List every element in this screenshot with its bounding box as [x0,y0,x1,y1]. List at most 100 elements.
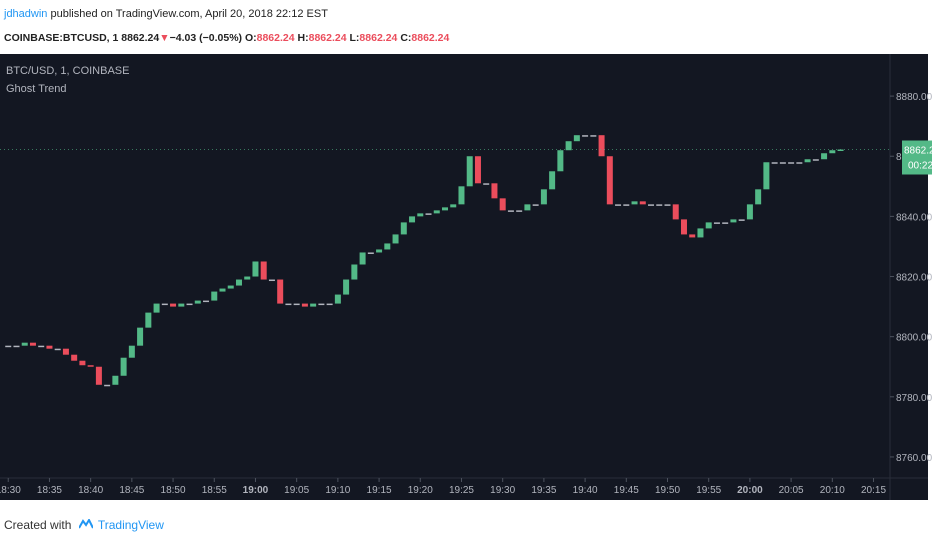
candle-body [829,150,836,154]
x-tick-label: 19:20 [408,485,433,496]
candle-body [400,222,407,235]
author[interactable]: jdhadwin [4,8,48,20]
candle-body [334,294,341,304]
candle-body [384,243,391,250]
candle-body [573,135,580,142]
x-tick-label: 20:10 [820,485,845,496]
candle-body [648,204,655,206]
x-tick-label: 20:05 [779,485,804,496]
candle-body [87,365,94,367]
h: 8862.24 [308,32,347,44]
candle-body [598,135,605,157]
x-tick-label: 19:55 [696,485,721,496]
x-tick-label: 19:50 [655,485,680,496]
candle-body [112,375,119,385]
candle-body [433,210,440,214]
candle-body [837,149,844,152]
x-tick-label: 19:30 [490,485,515,496]
chart-title: BTC/USD, 1, COINBASE [6,65,129,77]
o: 8862.24 [256,32,295,44]
x-tick-label: 18:50 [161,485,186,496]
candle-body [137,327,144,346]
candle-body [170,303,177,307]
candle-body [79,360,86,366]
candle-body [524,204,531,211]
created-with: Created with [4,518,72,532]
candle-body [145,312,152,328]
candle-body [301,303,308,307]
candle-body [62,348,69,355]
candle-body [639,201,646,205]
last-price-label: 8862.24 [904,146,932,157]
candle-body [590,135,597,137]
x-tick-label: 20:00 [737,485,763,496]
chart-bg [0,54,928,500]
candle-body [235,279,242,286]
candle-body [532,204,539,206]
x-tick-label: 19:40 [573,485,598,496]
candle-body [227,285,234,289]
candle-body [697,228,704,238]
candle-body [128,345,135,358]
candle-body [664,204,671,206]
x-tick-label: 19:35 [531,485,556,496]
candle-body [771,162,778,164]
candle-body [507,210,514,212]
candle-body [606,156,613,205]
x-tick-label: 19:45 [614,485,639,496]
candle-body [54,348,61,351]
candle-body [623,204,630,206]
candle-body [738,219,745,221]
candle-body [763,162,770,190]
candle-body [194,300,201,304]
candle-body [153,303,160,313]
candle-body [466,156,473,187]
candle-body [244,276,251,280]
brand[interactable]: TradingView [97,518,164,532]
candle-body [474,156,481,184]
candle-body [417,213,424,217]
candle-body [821,153,828,160]
candle-body [260,261,267,280]
x-tick-label: 18:55 [202,485,227,496]
candle-body [13,345,20,348]
candle-body [689,234,696,238]
candle-body [29,342,36,346]
o-label: O: [244,32,257,44]
x-tick-label: 19:10 [325,485,350,496]
candle-body [746,204,753,220]
candle-body [540,189,547,205]
candle-body [491,183,498,199]
c: 8862.24 [411,32,450,44]
h-label: H: [297,32,309,44]
candle-body [796,162,803,164]
candle-body [557,150,564,172]
candle-body [178,303,185,307]
y-tick-label: 8760.00 [896,453,932,464]
l-label: L: [349,32,360,44]
x-tick-label: 18:45 [119,485,144,496]
candle-body [516,210,523,212]
candle-body [730,219,737,223]
change: −4.03 (−0.05%) [169,32,243,44]
last-price-badge [902,140,932,175]
candle-body [680,219,687,235]
header: jdhadwin published on TradingView.com, A… [4,8,328,20]
candle-body [318,303,325,306]
candle-body [211,291,218,301]
last: 8862.24 [121,32,160,44]
candle-body [672,204,679,220]
candle-body [71,354,78,361]
candle-body [656,204,663,206]
candle-body [582,135,589,137]
x-tick-label: 19:25 [449,485,474,496]
candle-body [95,366,102,385]
candle-body [458,186,465,205]
candle-body [21,342,28,346]
candle-body [161,303,168,306]
c-label: C: [400,32,412,44]
candle-body [392,234,399,244]
y-tick-label: 8840.00 [896,212,932,223]
candle-body [615,204,622,206]
x-tick-label: 20:15 [861,485,886,496]
